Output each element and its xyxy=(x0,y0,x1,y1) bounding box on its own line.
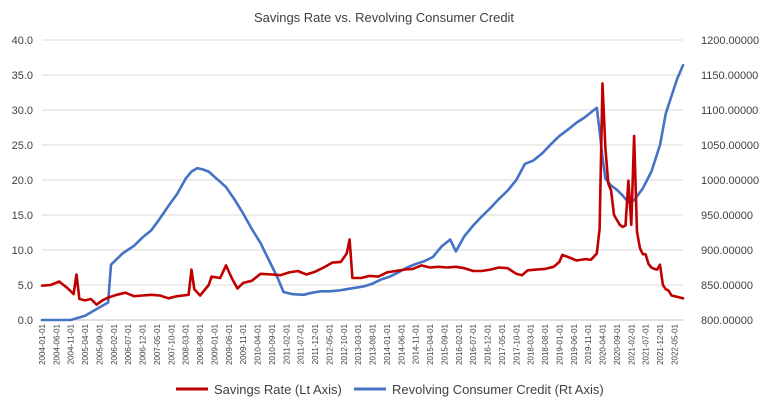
right-axis-tick-label: 1200.00000 xyxy=(701,35,759,47)
x-axis-tick-label: 2015-04-01 xyxy=(426,323,435,364)
x-axis-ticks: 2004-01-01 2004-06-01 2004-11-01 2005-04-01… xyxy=(38,323,679,364)
x-axis-tick-label: 2020-04-01 xyxy=(599,323,608,364)
x-axis-tick-label: 2021-07-01 xyxy=(642,323,651,364)
x-axis-tick-label: 2022-05-01 xyxy=(670,323,679,364)
x-axis-tick-label: 2008-03-01 xyxy=(182,323,191,364)
x-axis-tick-label: 2017-10-01 xyxy=(512,323,521,364)
x-axis-tick-label: 2014-11-01 xyxy=(412,323,421,364)
x-axis-tick-label: 2012-05-01 xyxy=(325,323,334,364)
right-axis-ticks: 800.00000 850.00000 900.00000 950.00000 1000… xyxy=(701,35,759,327)
left-axis-tick-label: 0.0 xyxy=(18,315,33,327)
x-axis-tick-label: 2018-08-01 xyxy=(541,323,550,364)
x-axis-tick-label: 2004-06-01 xyxy=(52,323,61,364)
x-axis-tick-label: 2009-01-01 xyxy=(210,323,219,364)
x-axis-tick-label: 2018-03-01 xyxy=(527,323,536,364)
legend-label-revolving-credit: Revolving Consumer Credit (Rt Axis) xyxy=(392,382,604,397)
x-axis-tick-label: 2009-06-01 xyxy=(225,323,234,364)
right-axis-tick-label: 900.00000 xyxy=(701,245,753,257)
x-axis-tick-label: 2006-07-01 xyxy=(124,323,133,364)
right-axis-tick-label: 950.00000 xyxy=(701,210,753,222)
x-axis-tick-label: 2011-12-01 xyxy=(311,323,320,364)
right-axis-tick-label: 850.00000 xyxy=(701,280,753,292)
x-axis-tick-label: 2010-09-01 xyxy=(268,323,277,364)
left-axis-tick-label: 5.0 xyxy=(18,280,33,292)
left-axis-tick-label: 20.0 xyxy=(12,175,33,187)
x-axis-tick-label: 2016-12-01 xyxy=(484,323,493,364)
series-lines xyxy=(40,63,685,322)
x-axis-tick-label: 2016-02-01 xyxy=(455,323,464,364)
x-axis-tick-label: 2011-02-01 xyxy=(282,323,291,364)
left-axis-tick-label: 25.0 xyxy=(12,140,33,152)
right-axis-tick-label: 1000.00000 xyxy=(701,175,759,187)
legend: Savings Rate (Lt Axis) Revolving Consume… xyxy=(176,382,604,397)
right-axis-tick-label: 800.00000 xyxy=(701,315,753,327)
x-axis-tick-label: 2009-11-01 xyxy=(239,323,248,364)
x-axis-tick-label: 2015-09-01 xyxy=(440,323,449,364)
x-axis-tick-label: 2011-07-01 xyxy=(297,323,306,364)
x-axis-tick-label: 2020-09-01 xyxy=(613,323,622,364)
x-axis-tick-label: 2019-06-01 xyxy=(570,323,579,364)
x-axis-tick-label: 2014-06-01 xyxy=(397,323,406,364)
x-axis-tick-label: 2016-07-01 xyxy=(469,323,478,364)
x-axis-tick-label: 2010-04-01 xyxy=(254,323,263,364)
x-axis-tick-label: 2014-01-01 xyxy=(383,323,392,364)
x-axis-tick-label: 2006-12-01 xyxy=(139,323,148,364)
x-axis-tick-label: 2005-09-01 xyxy=(95,323,104,364)
x-axis-tick-label: 2017-05-01 xyxy=(498,323,507,364)
left-axis-tick-label: 10.0 xyxy=(12,245,33,257)
x-axis-tick-label: 2012-10-01 xyxy=(340,323,349,364)
x-axis-tick-label: 2019-01-01 xyxy=(555,323,564,364)
left-axis-tick-label: 40.0 xyxy=(12,35,33,47)
right-axis-tick-label: 1150.00000 xyxy=(701,70,758,82)
x-axis-tick-label: 2013-03-01 xyxy=(354,323,363,364)
series-line-revolving-credit xyxy=(40,63,685,322)
x-axis-tick-label: 2021-12-01 xyxy=(656,323,665,364)
x-axis-tick-label: 2005-04-01 xyxy=(81,323,90,364)
right-axis-tick-label: 1100.00000 xyxy=(701,105,758,117)
left-axis-tick-label: 30.0 xyxy=(12,105,33,117)
left-axis-tick-label: 15.0 xyxy=(12,210,33,222)
x-axis-tick-label: 2021-02-01 xyxy=(627,323,636,364)
x-axis-tick-label: 2019-11-01 xyxy=(584,323,593,364)
right-axis-tick-label: 1050.00000 xyxy=(701,140,759,152)
gridlines xyxy=(42,39,683,321)
x-axis-tick-label: 2004-01-01 xyxy=(38,323,47,364)
x-axis-tick-label: 2007-10-01 xyxy=(167,323,176,364)
series-line-savings-rate xyxy=(40,82,685,306)
x-axis-tick-label: 2004-11-01 xyxy=(67,323,76,364)
chart-title: Savings Rate vs. Revolving Consumer Cred… xyxy=(254,10,514,25)
x-axis-tick-label: 2008-08-01 xyxy=(196,323,205,364)
x-axis-tick-label: 2006-02-01 xyxy=(110,323,119,364)
legend-label-savings-rate: Savings Rate (Lt Axis) xyxy=(214,382,342,397)
x-axis-tick-label: 2013-08-01 xyxy=(369,323,378,364)
left-axis-tick-label: 35.0 xyxy=(12,70,33,82)
left-axis-ticks: 0.0 5.0 10.0 15.0 20.0 25.0 30.0 35.0 40.0 xyxy=(12,35,33,327)
x-axis-tick-label: 2007-05-01 xyxy=(153,323,162,364)
